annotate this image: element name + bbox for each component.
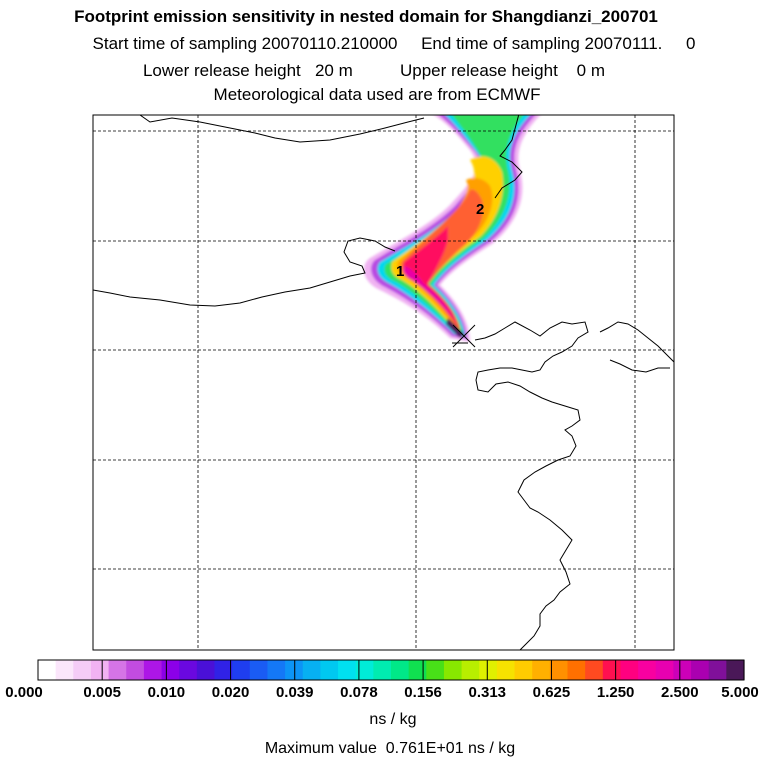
colorbar-swatch <box>443 660 463 680</box>
colorbar-swatch <box>585 660 604 680</box>
map-frame <box>92 114 675 651</box>
colorbar-tick-label: 0.020 <box>211 684 250 701</box>
colorbar-swatch <box>426 660 445 680</box>
colorbar-swatch <box>196 660 216 680</box>
contour-label-2: 2 <box>476 201 484 218</box>
colorbar-swatch <box>90 660 110 680</box>
colorbar-swatch <box>73 660 92 680</box>
colorbar-swatch <box>549 660 569 680</box>
colorbar-swatch <box>143 660 163 680</box>
colorbar-swatch <box>320 660 339 680</box>
colorbar-tick-label: 1.250 <box>596 684 635 701</box>
map-panel: 1 2 <box>93 115 674 650</box>
colorbar-swatch <box>108 660 127 680</box>
colorbar-swatch <box>302 660 321 680</box>
colorbar-swatch <box>355 660 374 680</box>
colorbar-unit: ns / kg <box>369 711 417 728</box>
colorbar-swatch <box>567 660 586 680</box>
colorbar-tick-label: 0.005 <box>83 684 121 701</box>
colorbar-swatch <box>338 660 357 680</box>
colorbar-swatch <box>726 660 745 680</box>
colorbar-swatch <box>638 660 657 680</box>
colorbar-frame <box>37 659 745 681</box>
met-data-source: Meteorological data used are from ECMWF <box>213 85 541 104</box>
plot-title: Footprint emission sensitivity in nested… <box>74 7 658 26</box>
coastlines <box>93 115 674 650</box>
colorbar-tick-label: 0.625 <box>532 684 571 701</box>
colorbar-swatch <box>496 660 516 680</box>
colorbar-tick-label: 0.156 <box>404 684 442 701</box>
colorbar-tick-label: 0.313 <box>468 684 507 701</box>
colorbar-swatch <box>479 660 498 680</box>
colorbar-swatch <box>532 660 551 680</box>
colorbar-tick-label: 0.000 <box>5 684 43 701</box>
release-heights: Lower release height 20 m Upper release … <box>142 61 606 80</box>
colorbar-swatch <box>232 660 251 680</box>
colorbar-swatch <box>461 660 480 680</box>
contour-label-1: 1 <box>396 263 404 280</box>
colorbar-tick-label: 0.010 <box>147 684 186 701</box>
colorbar-swatch <box>602 660 622 680</box>
release-site-cross-icon <box>452 324 476 348</box>
colorbar-tick-label: 2.500 <box>661 684 699 701</box>
colorbar-swatch <box>126 660 145 680</box>
colorbar-swatch <box>655 660 674 680</box>
colorbar-tick-label: 5.000 <box>721 684 759 701</box>
colorbar-swatch <box>38 660 57 680</box>
colorbar-tick-label: 0.078 <box>340 684 378 701</box>
colorbar-swatch <box>673 660 692 680</box>
colorbar-swatch <box>179 660 198 680</box>
colorbar-swatch <box>514 660 533 680</box>
colorbar-swatch <box>161 660 180 680</box>
sampling-times: Start time of sampling 20070110.210000 E… <box>92 34 696 53</box>
colorbar-swatch <box>249 660 269 680</box>
colorbar-swatch <box>391 660 410 680</box>
colorbar-swatch <box>214 660 233 680</box>
colorbar-swatch <box>408 660 427 680</box>
colorbar-swatch <box>620 660 639 680</box>
plume <box>364 115 541 342</box>
colorbar-swatch <box>267 660 286 680</box>
graticule <box>93 115 674 650</box>
maximum-value: Maximum value 0.761E+01 ns / kg <box>264 740 516 757</box>
colorbar-swatch <box>691 660 710 680</box>
colorbar-swatch <box>708 660 727 680</box>
colorbar <box>37 659 745 681</box>
colorbar-swatch <box>373 660 392 680</box>
colorbar-swatch <box>55 660 74 680</box>
colorbar-swatch <box>285 660 304 680</box>
colorbar-tick-label: 0.039 <box>275 684 314 701</box>
